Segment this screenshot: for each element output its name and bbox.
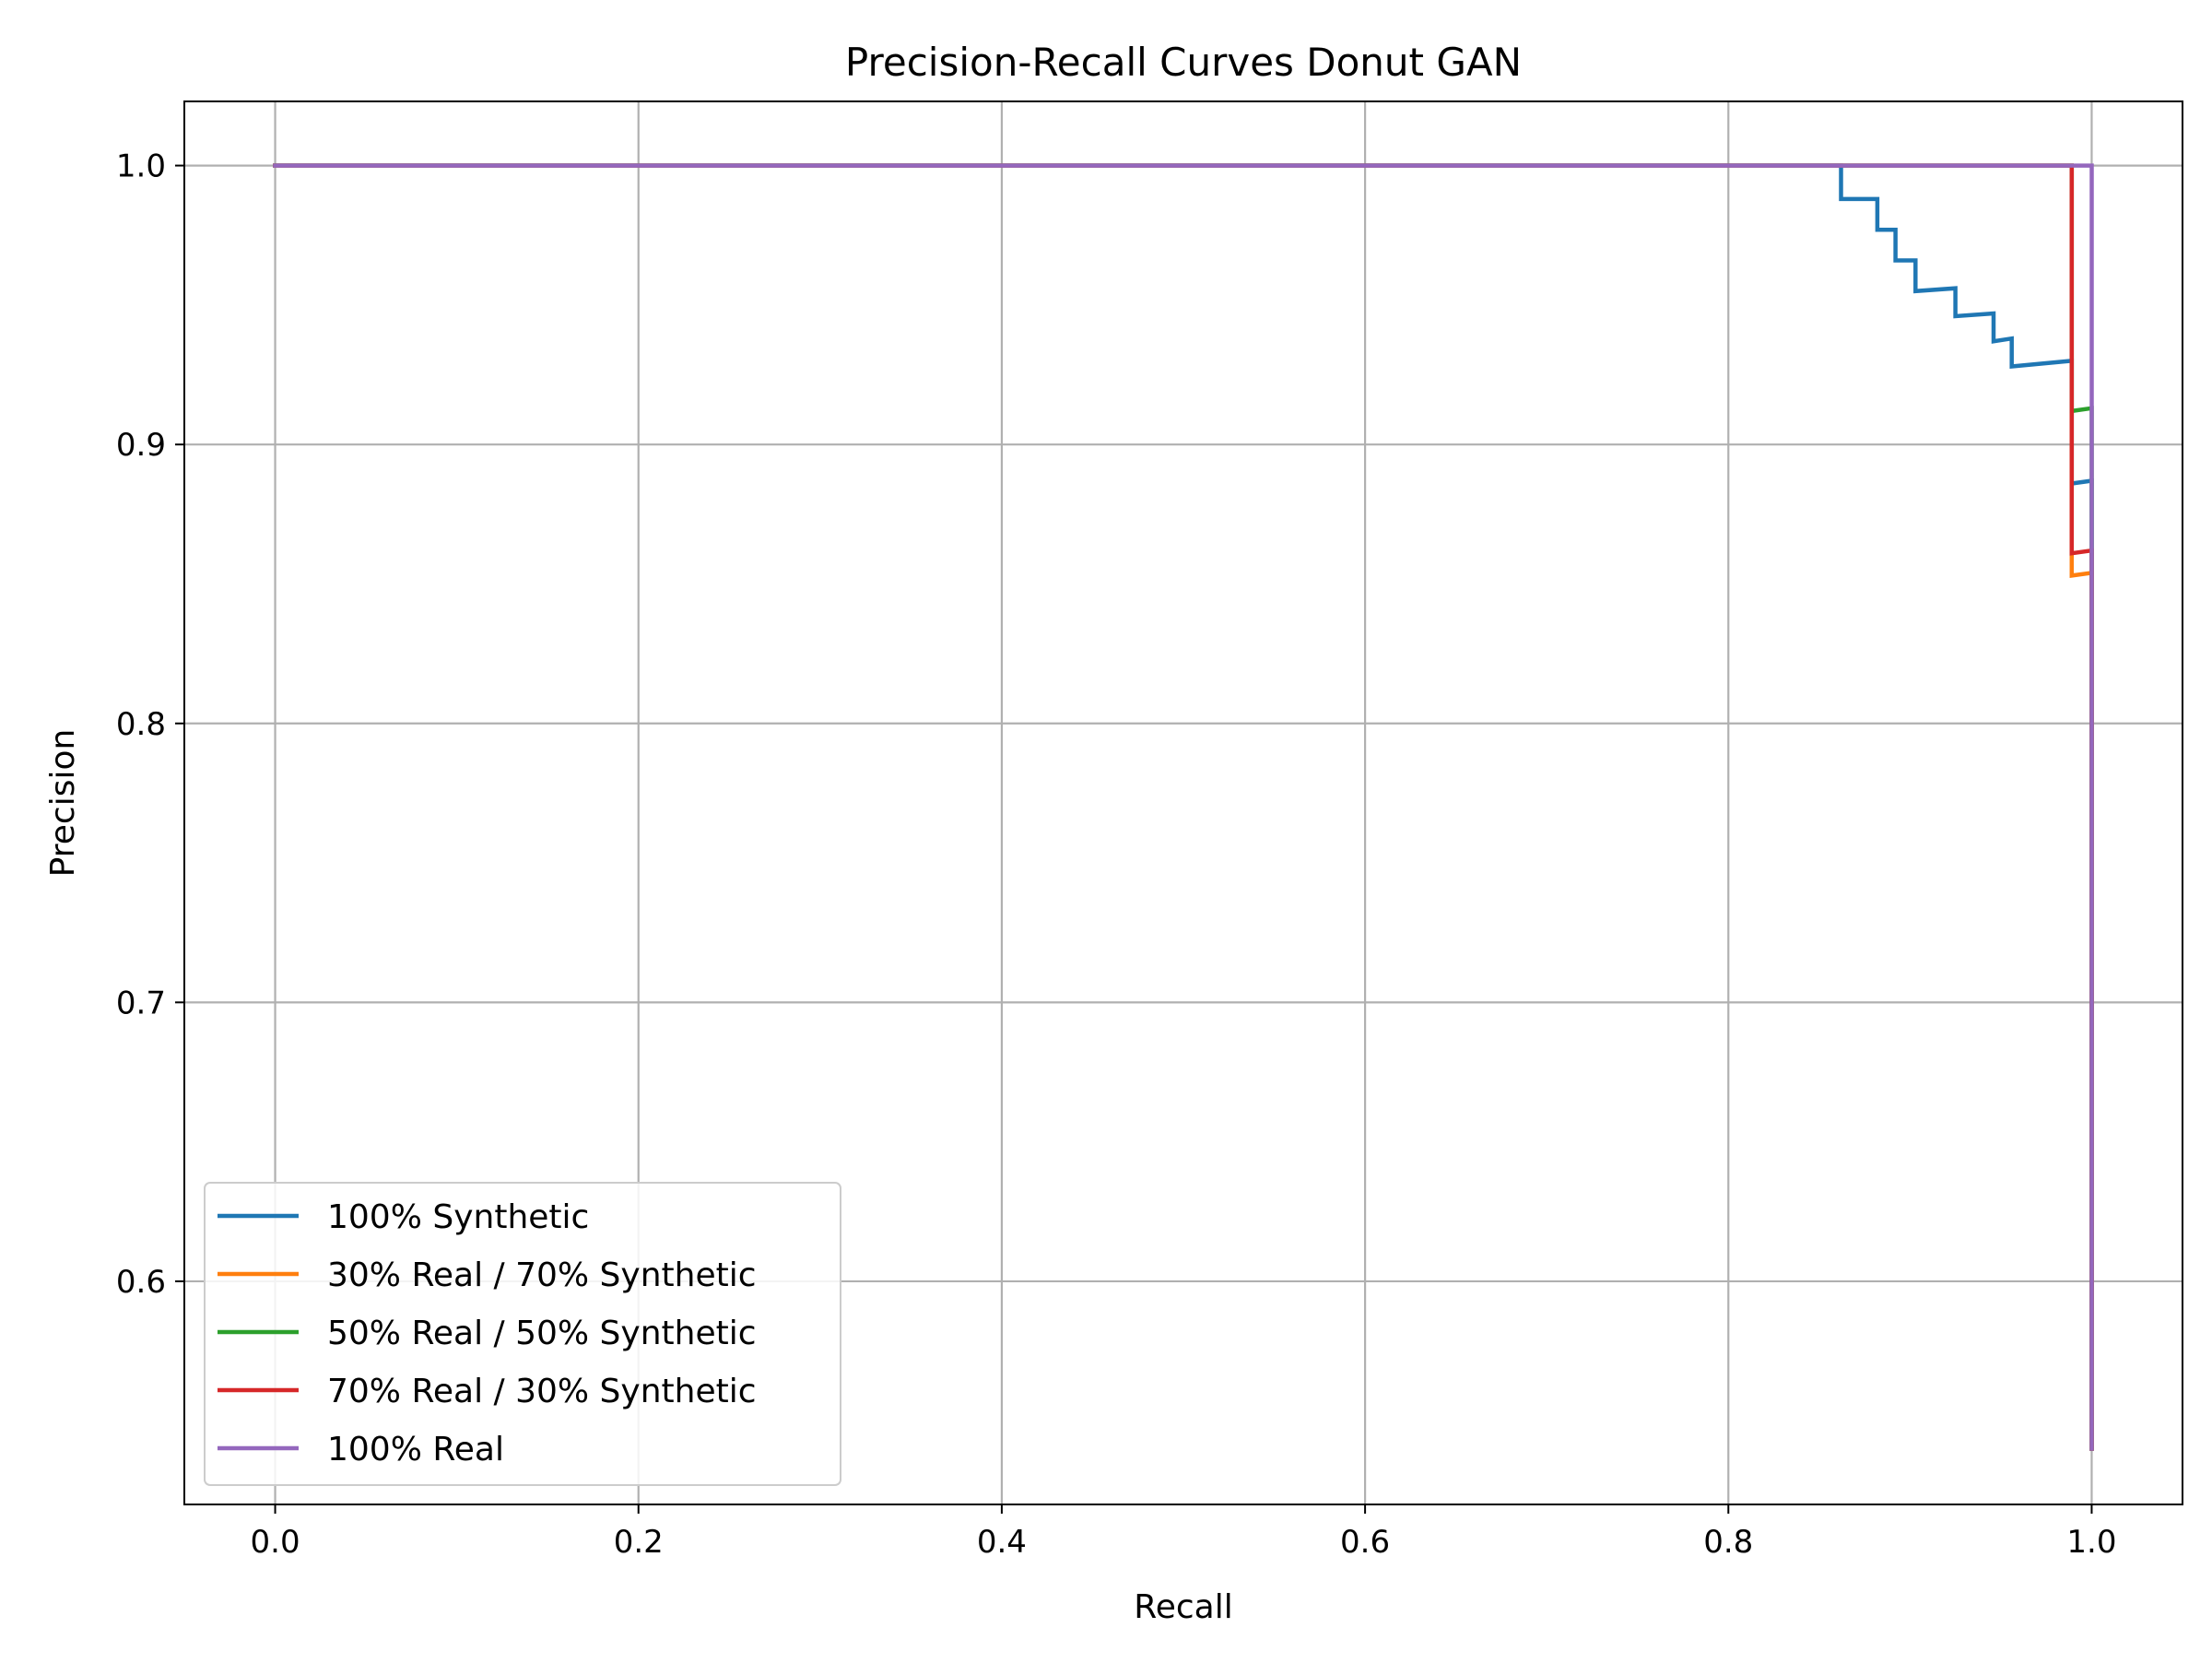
y-tick-label: 0.7 (116, 985, 166, 1021)
legend: 100% Synthetic 30% Real / 70% Synthetic 50… (204, 1182, 841, 1486)
x-tick-label: 0.2 (614, 1524, 664, 1561)
legend-label: 30% Real / 70% Synthetic (327, 1256, 757, 1294)
legend-label: 100% Synthetic (327, 1198, 589, 1236)
y-tick-label: 0.6 (116, 1264, 166, 1301)
legend-label: 50% Real / 50% Synthetic (327, 1315, 757, 1352)
series-line-5 (273, 163, 2094, 1451)
x-tick-label: 0.4 (977, 1524, 1027, 1561)
y-tick-label: 0.8 (116, 706, 166, 743)
chart-title: Precision-Recall Curves Donut GAN (845, 40, 1522, 85)
x-tick-label: 0.8 (1703, 1524, 1753, 1561)
legend-box (204, 1182, 841, 1486)
legend-label: 100% Real (327, 1431, 504, 1468)
x-axis-label: Recall (1134, 1588, 1232, 1626)
legend-label: 70% Real / 30% Synthetic (327, 1373, 757, 1410)
plot-frame (183, 100, 2183, 1505)
series-lines (273, 163, 2094, 1451)
x-tick-label: 1.0 (2066, 1524, 2116, 1561)
x-tick-label: 0.0 (251, 1524, 300, 1561)
x-tick-label: 0.6 (1340, 1524, 1390, 1561)
y-tick-label: 1.0 (116, 148, 166, 185)
y-axis-label: Precision (44, 729, 82, 878)
axis-ticks: 0.0 0.2 0.4 0.6 0.8 1.0 0.6 0.7 0.8 0.9 1.0 (116, 148, 2117, 1561)
y-tick-label: 0.9 (116, 427, 166, 464)
